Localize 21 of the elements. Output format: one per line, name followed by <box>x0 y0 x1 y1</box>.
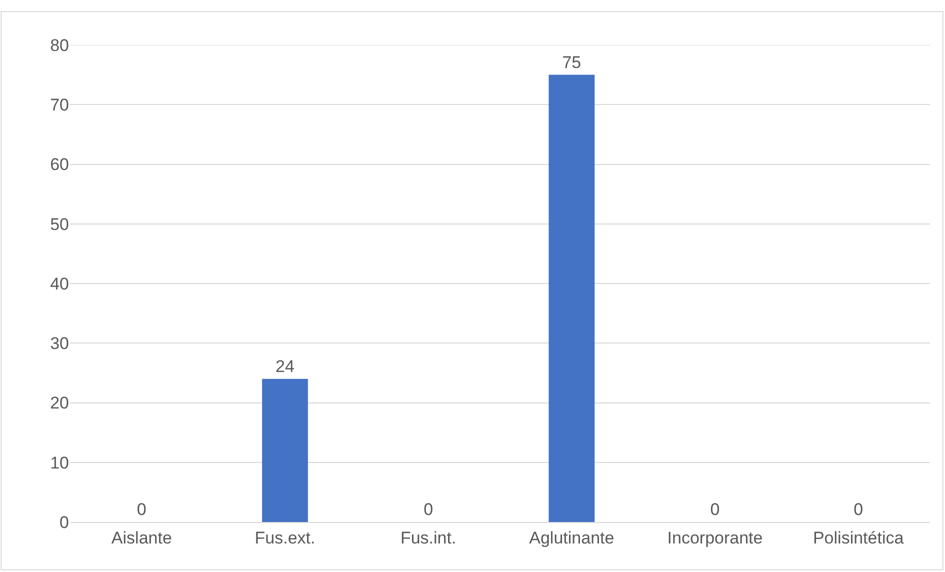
y-tick-label: 40 <box>50 274 69 294</box>
y-tick-label: 60 <box>50 155 69 174</box>
data-label: 0 <box>424 500 434 519</box>
y-tick-label: 30 <box>50 334 69 354</box>
data-label: 75 <box>562 52 582 72</box>
x-tick-label: Fus.int. <box>400 528 456 548</box>
x-tick-label: Polisintética <box>812 528 904 548</box>
x-tick-label: Aislante <box>111 528 172 548</box>
y-tick-label: 80 <box>50 36 69 55</box>
x-tick-label: Fus.ext. <box>254 528 316 548</box>
x-tick-label: Incorporante <box>667 528 763 548</box>
y-tick-label: 10 <box>50 453 69 472</box>
data-label: 24 <box>276 356 294 376</box>
y-tick-label: 70 <box>50 96 69 115</box>
data-label: 0 <box>854 500 864 519</box>
x-tick-label: Aglutinante <box>529 528 614 548</box>
y-tick-label: 0 <box>60 512 69 532</box>
y-tick-label: 50 <box>50 214 69 234</box>
data-label: 0 <box>710 500 720 519</box>
y-tick-label: 20 <box>50 394 69 413</box>
data-label: 0 <box>136 500 146 519</box>
